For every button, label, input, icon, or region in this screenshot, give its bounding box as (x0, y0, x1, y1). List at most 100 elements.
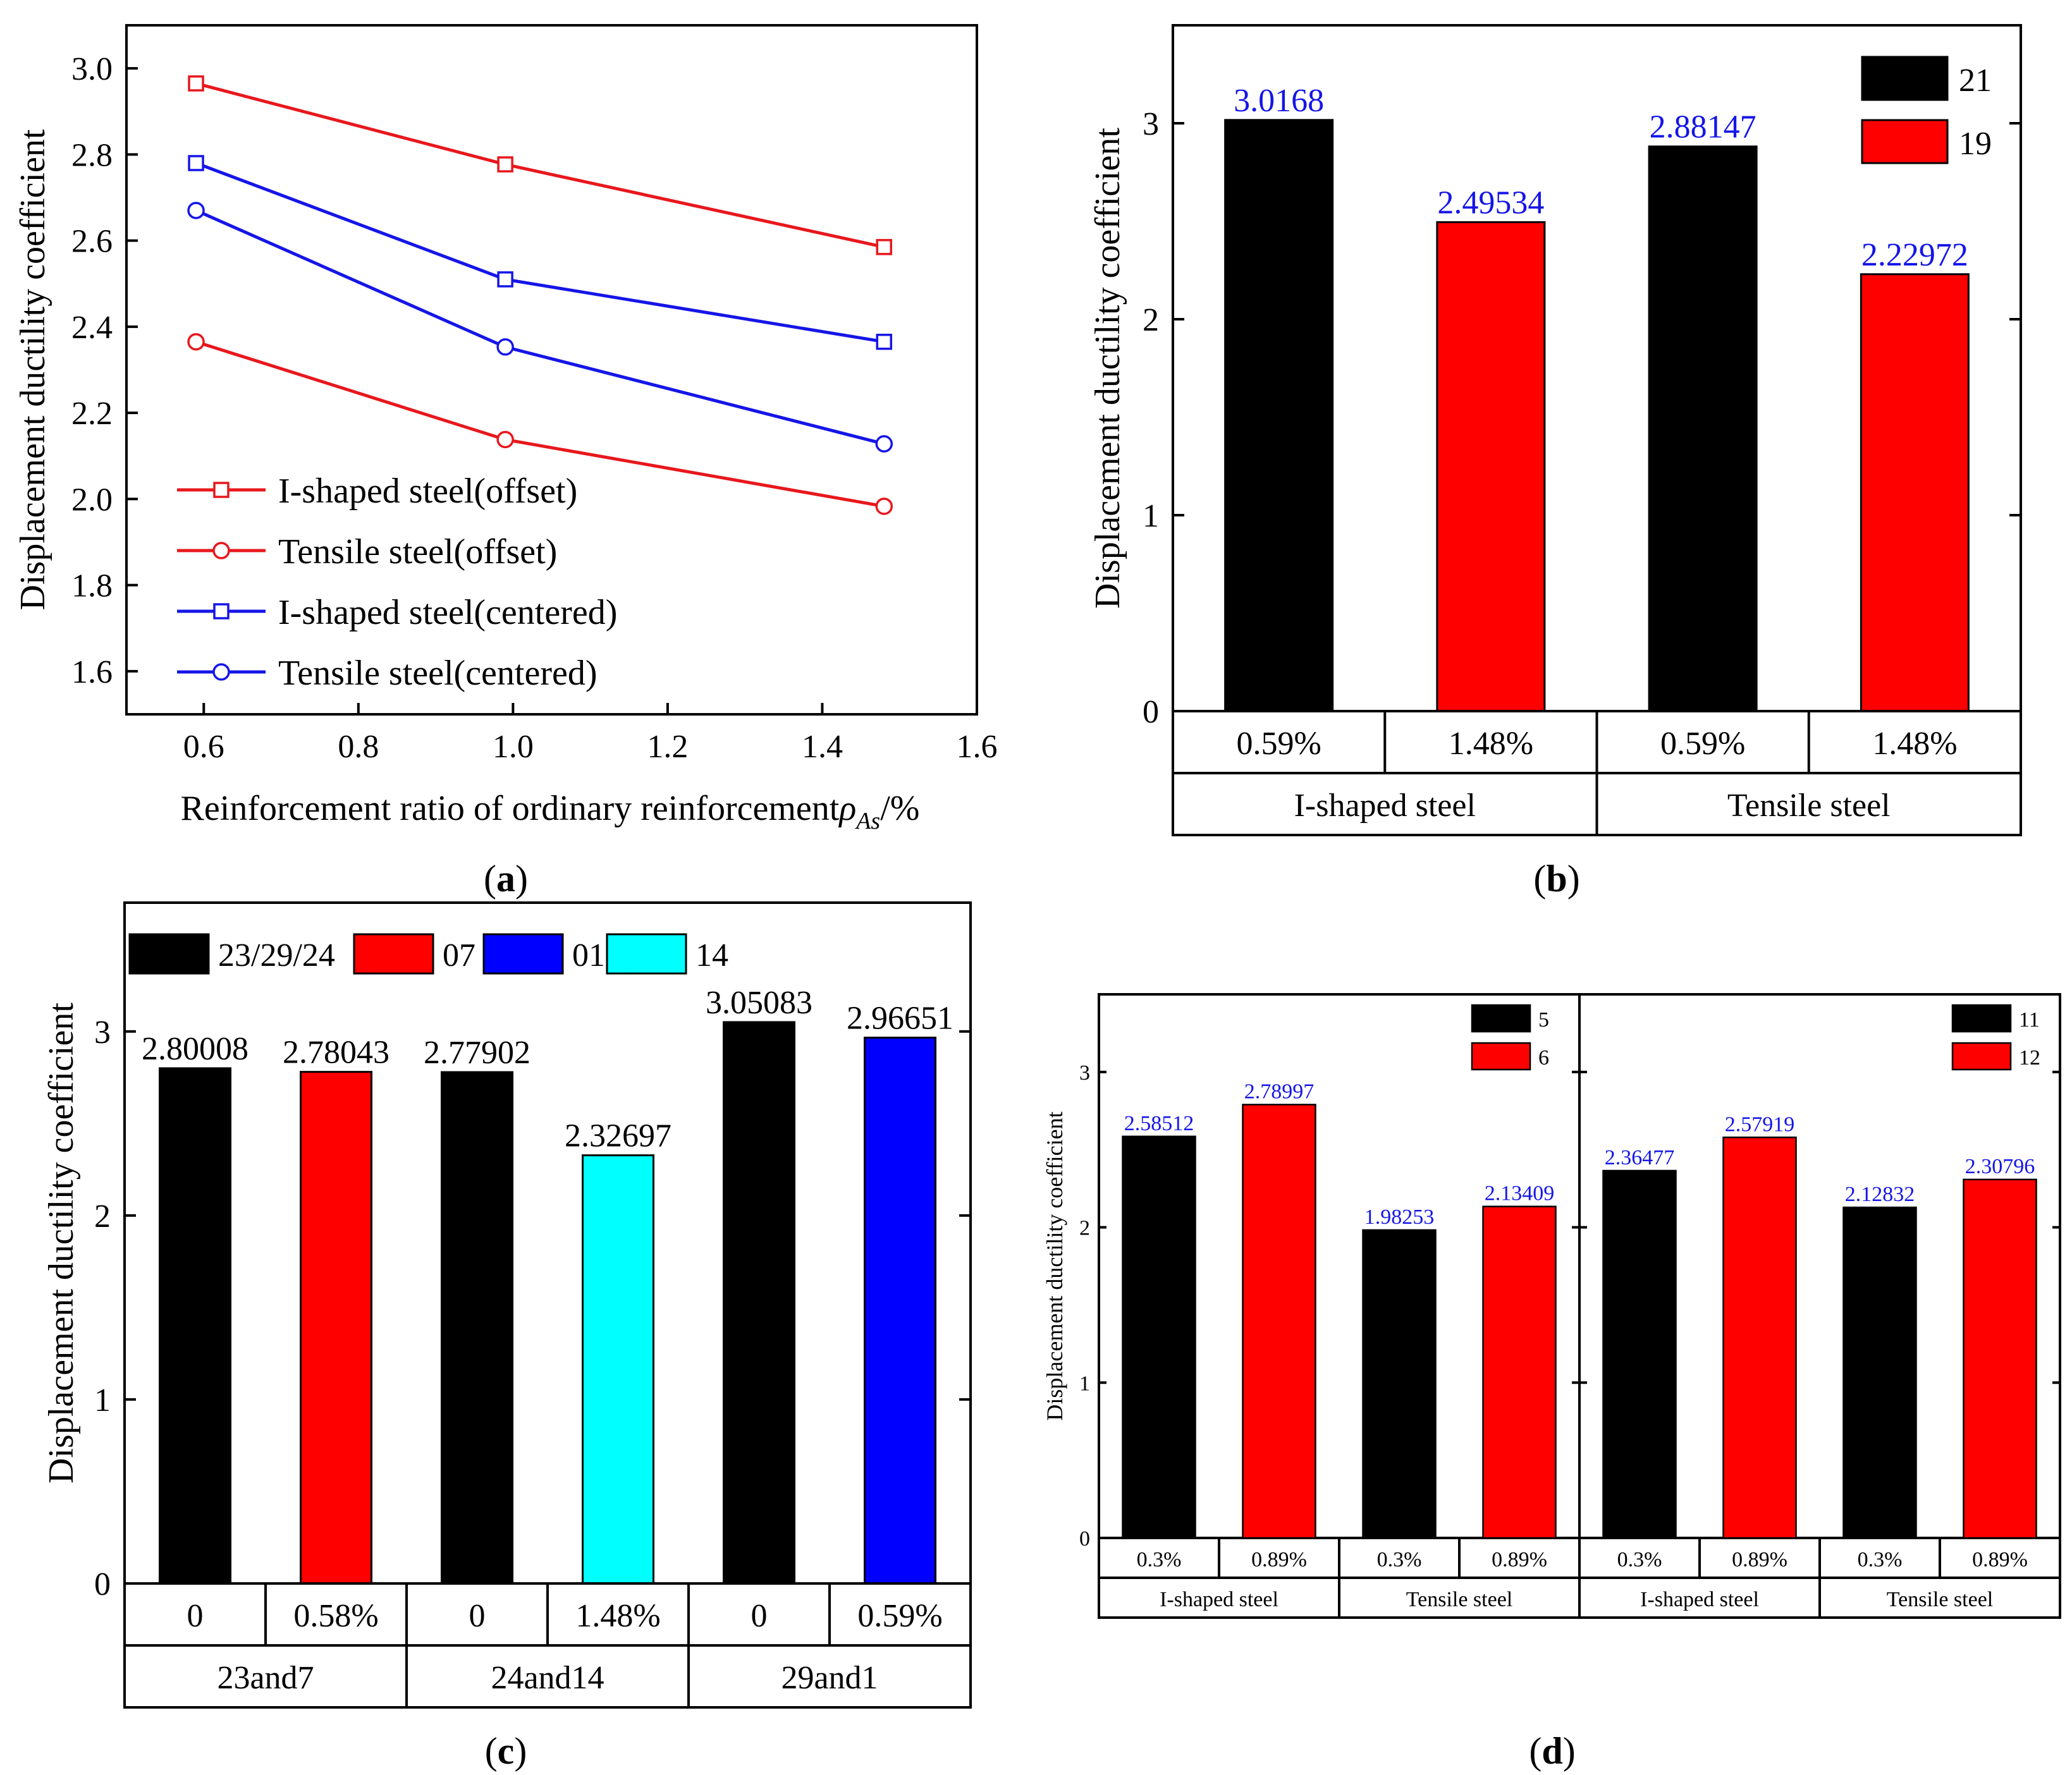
legend-label: 5 (1538, 1008, 1549, 1032)
data-point-circle (187, 202, 205, 219)
bar (1648, 145, 1758, 712)
data-point-square (876, 239, 893, 255)
category-label: 0.3% (1137, 1548, 1182, 1571)
category-label: 0.89% (1251, 1548, 1307, 1571)
bar (582, 1154, 654, 1585)
category-label: 1.48% (575, 1598, 660, 1634)
data-point-square (213, 482, 230, 498)
category-label: 1.48% (1872, 726, 1957, 762)
x-tick-label: 1.2 (647, 729, 688, 765)
x-tick-label: 1.6 (957, 729, 998, 765)
series-line (195, 161, 885, 344)
bar-value-label: 2.58512 (1124, 1112, 1194, 1135)
legend-swatch (606, 933, 687, 975)
bar-value-label: 2.12832 (1845, 1183, 1915, 1206)
bar-value-label: 2.78043 (283, 1035, 389, 1071)
y-tick-label: 3 (1143, 106, 1159, 142)
y-tick-label: 1.6 (71, 654, 113, 690)
legend-label: 23/29/24 (218, 937, 335, 973)
y-tick-label: 0 (1143, 694, 1159, 730)
y-tick-label: 2.4 (71, 310, 113, 346)
panel-b-bar-chart: 0 1 2 3 3.0168 2.49534 2.88147 2.22972 0.59% 1.48… (1088, 24, 2022, 900)
series-line (195, 209, 885, 446)
bar-value-label: 2.36477 (1605, 1146, 1675, 1169)
data-point-circle (875, 435, 893, 453)
group-label: 23and7 (217, 1660, 314, 1696)
bar-value-label: 3.0168 (1234, 83, 1324, 119)
y-axis-label: Displacement ductility coefficient (42, 1003, 81, 1484)
y-axis-label: Displacement ductility coefficient (13, 129, 52, 610)
category-label: 0 (469, 1598, 486, 1634)
bar-value-label: 2.57919 (1725, 1113, 1795, 1136)
data-point-square (497, 156, 513, 173)
bar (159, 1067, 231, 1585)
bar (1122, 1135, 1196, 1539)
bar-value-label: 2.22972 (1861, 237, 1968, 273)
bar (1482, 1205, 1557, 1539)
y-tick-label: 2.0 (71, 482, 113, 518)
y-tick-label: 2.6 (71, 224, 113, 260)
category-label: 0.59% (1236, 726, 1321, 762)
legend-label: 01 (572, 937, 605, 973)
legend-label: 07 (443, 937, 475, 973)
y-tick-label: 0 (94, 1566, 111, 1602)
x-tick-label: 1.4 (802, 729, 843, 765)
group-label: Tensile steel (1406, 1588, 1513, 1611)
x-tick-label: 1.0 (493, 729, 534, 765)
group-label: I-shaped steel (1640, 1588, 1759, 1611)
bar (1860, 273, 1970, 712)
bar (300, 1071, 372, 1585)
legend-label: 14 (696, 937, 728, 973)
legend-label: Tensile steel(centered) (278, 654, 597, 693)
y-tick-label: 2 (1143, 302, 1159, 338)
category-label: 0.58% (293, 1598, 378, 1634)
legend-swatch (1951, 1004, 2012, 1033)
data-point-square (188, 75, 204, 92)
y-tick-label: 3.0 (71, 51, 113, 87)
plot-frame (123, 901, 972, 1585)
group-label: 24and14 (491, 1660, 604, 1696)
y-tick-label: 2 (94, 1199, 111, 1235)
legend-swatch (1861, 56, 1949, 101)
legend-label: 6 (1538, 1046, 1549, 1070)
category-label: 0.59% (857, 1598, 942, 1634)
panel-label: (a) (484, 858, 528, 900)
y-tick-label: 2.2 (71, 396, 113, 432)
bar-value-label: 2.13409 (1485, 1182, 1555, 1205)
legend-label: I-shaped steel(offset) (278, 472, 577, 511)
y-tick-label: 2.8 (71, 137, 113, 173)
bar (723, 1021, 795, 1585)
category-label: 0.3% (1617, 1548, 1662, 1571)
data-point-circle (212, 542, 230, 559)
y-tick-label: 1 (1079, 1372, 1090, 1395)
data-point-circle (212, 663, 230, 681)
panel-a-line-chart: 0.6 0.8 1.0 1.2 1.4 1.6 1.6 1.8 2.0 2.2 2.4 2.6 2.8 3… (13, 24, 998, 900)
legend-swatch (1471, 1042, 1531, 1071)
y-tick-label: 1 (1143, 498, 1159, 534)
category-label: 0.3% (1377, 1548, 1422, 1571)
panel-label: (b) (1533, 858, 1579, 900)
legend-swatch (1861, 119, 1949, 164)
data-point-square (497, 271, 513, 288)
legend-swatch (1471, 1004, 1531, 1033)
group-label: I-shaped steel (1294, 788, 1476, 824)
legend-swatch (128, 933, 210, 975)
y-axis-label: Displacement ductility coefficient (1088, 128, 1127, 609)
y-tick-label: 1.8 (71, 568, 113, 604)
bar-value-label: 2.77902 (424, 1035, 530, 1071)
category-label: 0.89% (1732, 1548, 1787, 1571)
bar (1242, 1104, 1316, 1539)
series-line (195, 82, 885, 249)
legend-label: 11 (2019, 1008, 2040, 1032)
bar-value-label: 2.78997 (1244, 1080, 1315, 1103)
bar (1436, 221, 1546, 712)
legend-label: 12 (2019, 1046, 2040, 1070)
data-point-circle (187, 332, 205, 351)
bar-value-label: 3.05083 (706, 985, 812, 1021)
x-axis-label: Reinforcement ratio of ordinary reinforc… (181, 789, 920, 834)
bar-value-label: 2.88147 (1650, 109, 1756, 145)
bar (1602, 1169, 1677, 1539)
